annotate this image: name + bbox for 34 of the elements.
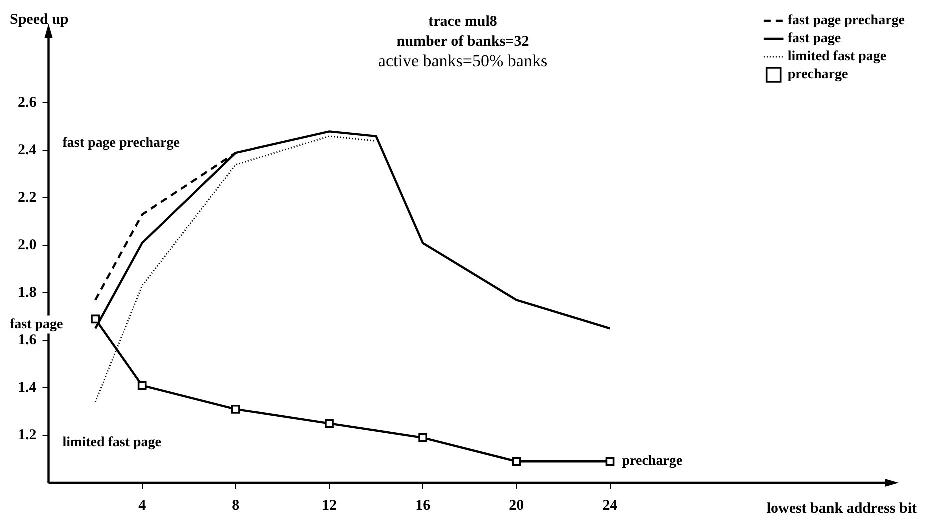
y-tick-label: 2.2 xyxy=(18,190,37,206)
x-tick-label: 20 xyxy=(509,498,524,514)
y-tick-label: 1.2 xyxy=(18,427,37,444)
point xyxy=(418,433,428,442)
annotation: precharge xyxy=(622,454,683,470)
annotation: limited fast page xyxy=(62,435,162,450)
annotation: fast page precharge xyxy=(62,136,180,152)
point xyxy=(325,419,334,428)
y-tick-label: 2.0 xyxy=(18,238,37,254)
x-tick-label: 12 xyxy=(322,498,337,514)
chart-subtitle: number of banks=32 xyxy=(396,34,530,50)
annotation: active banks=50% banks xyxy=(378,51,548,70)
legend-label: limited fast page xyxy=(788,50,887,65)
legend-label: fast page xyxy=(788,32,842,47)
annotation: fast page xyxy=(10,317,64,332)
x-tick-label: 24 xyxy=(602,498,618,514)
point xyxy=(512,457,522,466)
point xyxy=(138,381,147,390)
y-tick-label: 1.6 xyxy=(18,332,38,348)
x-tick-label: 8 xyxy=(232,498,240,514)
y-tick-label: 2.6 xyxy=(18,95,38,112)
y-axis-title: Speed up xyxy=(10,12,69,28)
x-tick-label: 4 xyxy=(138,498,147,514)
legend-label: fast page precharge xyxy=(788,14,906,29)
point xyxy=(231,404,240,414)
x-tick-label: 16 xyxy=(416,498,432,514)
x-axis-title: lowest bank address bit xyxy=(766,500,917,517)
y-tick-label: 2.4 xyxy=(18,142,38,159)
legend-label: precharge xyxy=(788,68,848,83)
point xyxy=(91,314,100,324)
y-tick-label: 1.8 xyxy=(18,284,37,301)
chart-title: trace mul8 xyxy=(428,14,498,30)
y-tick-label: 1.4 xyxy=(18,380,38,396)
point xyxy=(606,457,615,466)
